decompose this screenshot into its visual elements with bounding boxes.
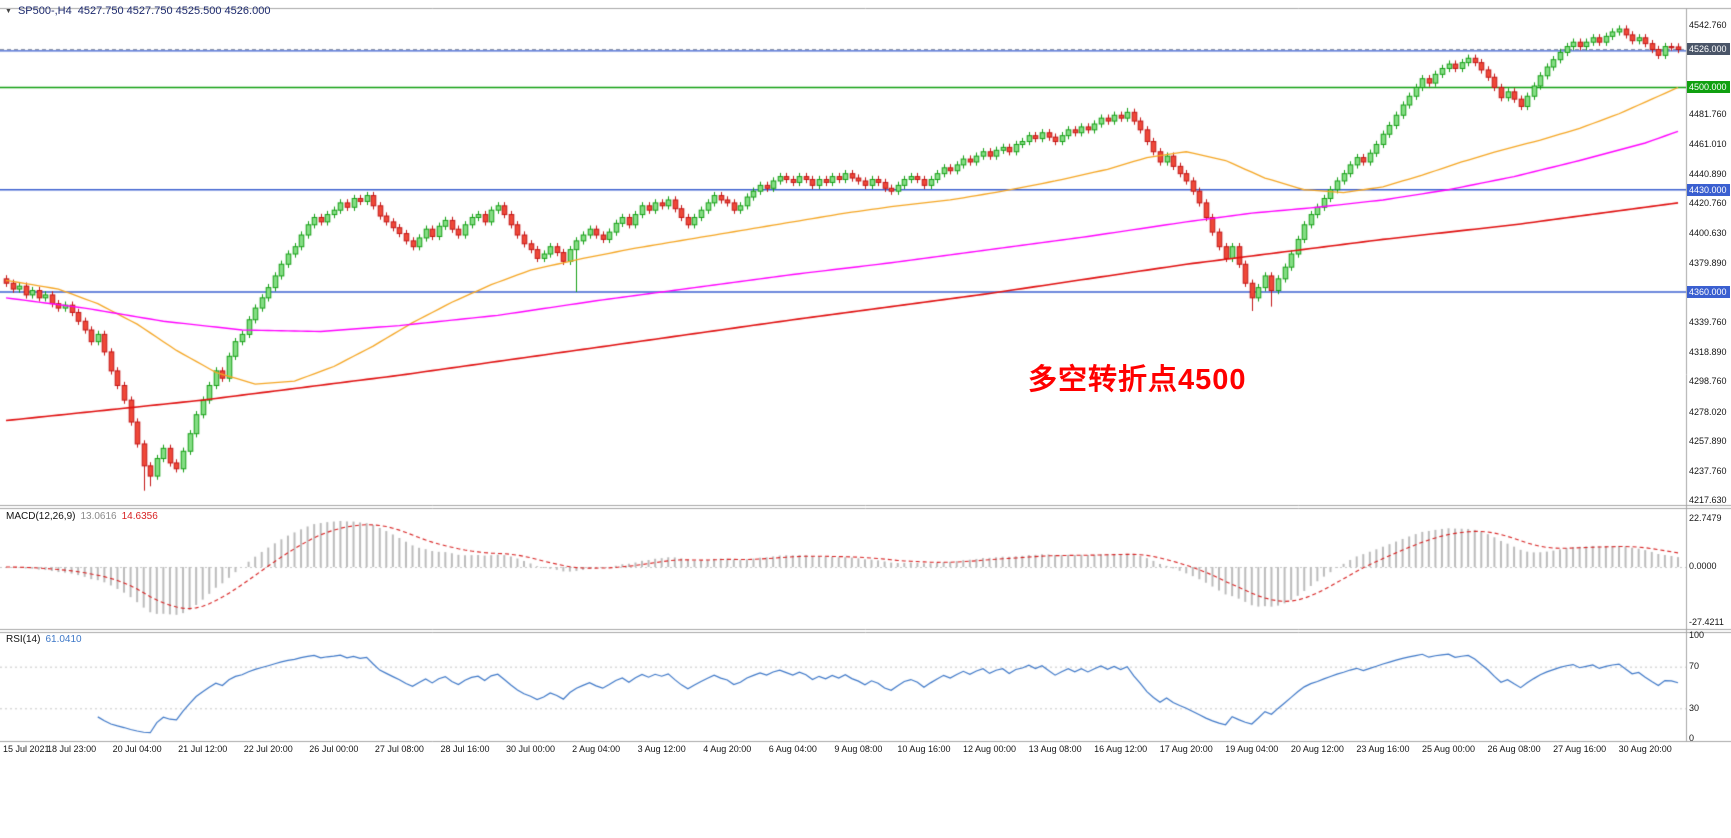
symbol-dropdown-icon[interactable]: ▼ [5, 7, 12, 15]
